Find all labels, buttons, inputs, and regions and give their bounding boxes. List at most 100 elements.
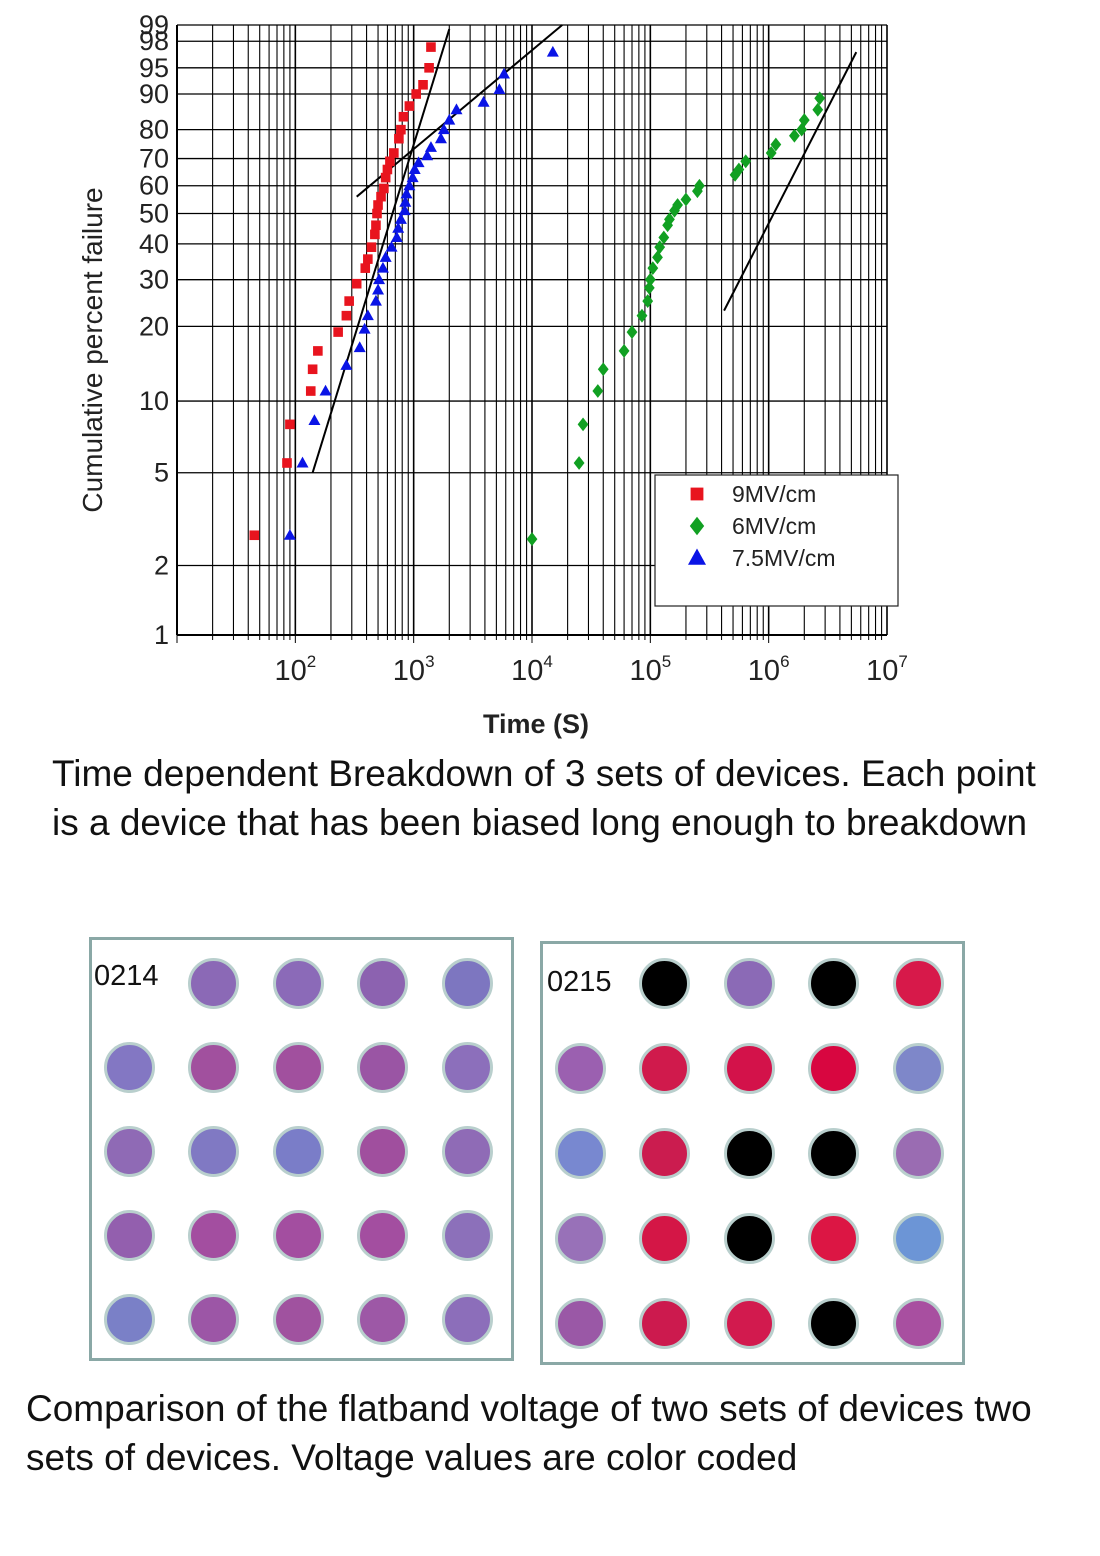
- x-tick-labels: 102 103 104 105 106 107: [274, 652, 907, 687]
- data-point: [305, 386, 316, 396]
- data-point: [740, 154, 752, 169]
- data-point: [399, 195, 412, 207]
- data-point: [664, 212, 675, 227]
- data-point: [370, 229, 380, 240]
- data-point: [373, 273, 386, 285]
- data-point: [626, 325, 638, 339]
- device-dot: [357, 1041, 408, 1093]
- device-dot: [357, 1293, 408, 1345]
- data-point: [577, 417, 589, 432]
- data-point: [361, 309, 374, 321]
- device-dot: [808, 1212, 859, 1264]
- data-point: [340, 359, 353, 370]
- data-point: [380, 172, 391, 183]
- data-point: [526, 532, 538, 546]
- data-point: [333, 327, 343, 337]
- x-tick-label: 104: [511, 652, 553, 687]
- data-point: [282, 458, 292, 468]
- data-point: [573, 456, 585, 470]
- data-point: [765, 146, 777, 160]
- device-dot: [723, 1212, 775, 1264]
- data-point: [344, 296, 354, 306]
- y-tick-label: 50: [139, 199, 169, 229]
- data-point: [493, 83, 506, 95]
- data-point: [642, 294, 654, 308]
- data-point: [644, 272, 656, 287]
- data-point: [313, 346, 323, 356]
- data-point: [390, 231, 403, 243]
- data-point: [437, 123, 450, 135]
- chart-caption: Time dependent Breakdown of 3 sets of de…: [52, 753, 1036, 843]
- device-dot: [554, 1297, 606, 1349]
- data-point: [421, 149, 434, 161]
- data-point: [789, 128, 800, 143]
- data-point: [411, 89, 421, 99]
- data-point: [394, 213, 407, 224]
- data-point: [341, 310, 352, 321]
- data-point: [376, 191, 386, 202]
- y-tick-label: 1: [154, 620, 169, 650]
- data-point: [672, 198, 684, 212]
- data-point: [812, 102, 824, 117]
- device-dot: [103, 1209, 155, 1261]
- device-dot: [892, 1212, 944, 1264]
- device-dot: [554, 1212, 606, 1264]
- device-dot: [723, 1042, 775, 1094]
- fit-line: [723, 51, 858, 312]
- legend-label: 6MV/cm: [732, 513, 816, 539]
- wafer-label: 0215: [547, 966, 612, 998]
- data-point: [308, 414, 321, 426]
- data-point: [652, 250, 663, 265]
- data-point: [733, 162, 745, 177]
- fit-line: [311, 28, 451, 474]
- device-dot: [357, 1209, 408, 1261]
- data-point: [285, 419, 295, 430]
- x-tick-label: 102: [274, 652, 316, 687]
- data-point: [426, 42, 436, 52]
- data-point: [379, 251, 392, 262]
- data-point: [371, 220, 381, 231]
- device-dot: [639, 1297, 690, 1349]
- y-tick-label: 90: [139, 79, 169, 109]
- device-dot: [188, 1293, 239, 1345]
- device-dot: [723, 957, 775, 1009]
- device-dot: [554, 1127, 606, 1179]
- data-point: [694, 178, 705, 193]
- data-point: [373, 200, 383, 210]
- y-tick-label: 80: [139, 115, 169, 145]
- x-tick-label: 106: [748, 652, 790, 687]
- data-point: [385, 240, 398, 252]
- data-point: [382, 164, 393, 175]
- data-point: [412, 156, 425, 168]
- device-dot: [188, 957, 239, 1009]
- data-point: [636, 308, 648, 323]
- data-point: [647, 261, 659, 276]
- y-tick-label: 10: [139, 386, 169, 416]
- data-point: [372, 208, 382, 219]
- device-dot: [272, 957, 324, 1009]
- data-point: [372, 283, 385, 295]
- x-tick-label: 107: [866, 652, 908, 687]
- data-point: [369, 294, 382, 306]
- data-point: [477, 95, 490, 107]
- legend-marker: [688, 548, 706, 565]
- legend-label: 7.5MV/cm: [732, 545, 836, 571]
- wafer-map-0214: 0214: [89, 937, 514, 1361]
- y-tick-label: 70: [139, 144, 169, 174]
- data-point: [366, 242, 377, 252]
- y-tick-label: 5: [154, 458, 169, 488]
- y-tick-label: 95: [139, 53, 169, 83]
- data-points: [249, 42, 826, 546]
- data-point: [597, 362, 609, 377]
- device-dot: [357, 957, 408, 1009]
- x-axis-label: Time (S): [483, 709, 589, 739]
- device-dot: [639, 1127, 690, 1179]
- data-point: [434, 132, 447, 144]
- y-tick-label: 98: [139, 26, 169, 56]
- data-point: [404, 101, 415, 111]
- data-point: [398, 111, 409, 122]
- y-tick-label: 99: [139, 10, 169, 40]
- legend-marker: [690, 487, 704, 501]
- device-dot: [272, 1209, 324, 1261]
